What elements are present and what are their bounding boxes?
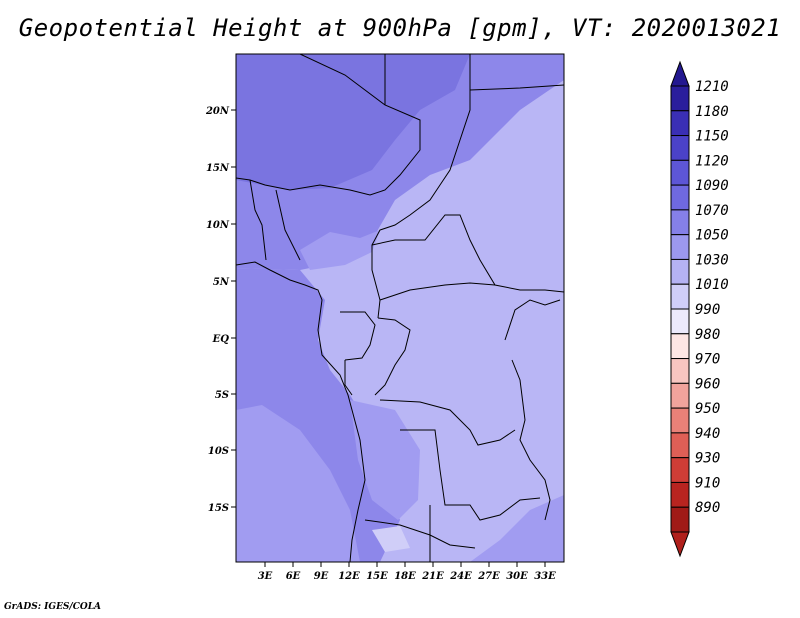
colorbar-segment [670,506,690,533]
colorbar-segment [670,432,690,459]
lon-label: 30E [506,571,528,582]
colorbar-label: 1210 [695,79,729,95]
field-1050-1070-southwest [236,405,360,562]
lat-label: 15S [208,503,229,514]
colorbar-label: 980 [695,327,720,343]
lon-label: 6E [286,571,301,582]
lat-axis: 20N 15N 10N 5N EQ 5S 10S 15S [205,106,236,514]
lon-label: 33E [534,571,556,582]
lon-label: 12E [338,571,360,582]
colorbar-segment [670,457,690,483]
colorbar: 1210 1180 1150 1120 1090 1070 1050 1030 1010 990 9… [670,60,729,558]
lat-label: 20N [205,106,230,117]
colorbar-segment [670,234,690,260]
lon-label: 9E [314,571,329,582]
field-1050-1070-southeast [470,495,564,562]
colorbar-segment [670,481,690,508]
footer-credit: GrADS: IGES/COLA [4,602,102,612]
field-1050-1070-patch [300,230,380,270]
colorbar-label: 990 [695,302,720,318]
colorbar-label: 910 [695,475,720,491]
colorbar-upper-arrow [670,60,690,87]
colorbar-segment [670,135,690,161]
colorbar-label: 1090 [695,178,729,194]
colorbar-label: 1070 [695,203,729,219]
colorbar-segment [670,110,690,137]
lat-label: 5N [213,277,230,288]
colorbar-segment [670,184,690,211]
chart-title: Geopotential Height at 900hPa [gpm], VT:… [18,14,782,42]
colorbar-segment [670,209,690,236]
colorbar-label: 1030 [695,252,729,268]
height-field [236,54,564,562]
lat-label: 15N [206,163,230,174]
colorbar-label: 930 [695,451,720,467]
colorbar-segment [670,382,690,409]
lat-label: EQ [212,334,230,345]
colorbar-lower-arrow [670,531,690,558]
colorbar-segment [670,407,690,434]
lat-label: 5S [215,390,229,401]
colorbar-label: 1150 [695,129,729,145]
lat-label: 10N [206,220,230,231]
map-frame [235,53,565,563]
lon-label: 21E [421,571,444,582]
colorbar-label: 960 [695,376,720,392]
lon-label: 27E [477,571,500,582]
lon-label: 18E [394,571,416,582]
colorbar-segment [670,258,690,285]
lat-label: 10S [208,446,229,457]
colorbar-label: 890 [695,500,720,516]
borders [236,54,564,562]
colorbar-label: 1120 [695,153,729,169]
colorbar-label: 1010 [695,277,729,293]
colorbar-label: 950 [695,401,720,417]
colorbar-label: 940 [695,426,720,442]
colorbar-label: 1050 [695,228,729,244]
colorbar-label: 1180 [695,104,729,120]
colorbar-label: 970 [695,352,720,368]
lon-label: 15E [366,571,388,582]
lon-axis: 3E 6E 9E 12E 15E 18E 21E 24E 27E 30E 33E [258,562,556,582]
colorbar-segment [670,85,690,112]
colorbar-segment [670,159,690,186]
colorbar-segment [670,358,690,384]
field-light-patch [372,526,410,552]
colorbar-segment [670,333,690,360]
field-1090-1120-north [236,54,470,190]
colorbar-segment [670,308,690,335]
lon-label: 3E [258,571,273,582]
colorbar-segment [670,283,690,310]
lon-label: 24E [449,571,472,582]
